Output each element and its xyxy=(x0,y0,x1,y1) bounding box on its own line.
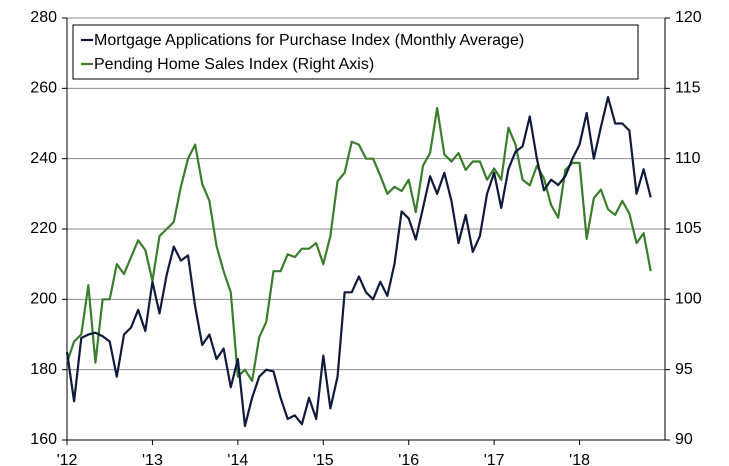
legend-label: Mortgage Applications for Purchase Index… xyxy=(94,32,524,49)
y-tick-label: 260 xyxy=(30,80,57,97)
x-tick-label: '18 xyxy=(569,452,590,466)
x-tick-label: '17 xyxy=(484,452,505,466)
y-tick-label: 160 xyxy=(30,431,57,448)
y2-tick-label: 120 xyxy=(675,9,702,26)
y2-tick-label: 115 xyxy=(675,80,701,97)
series-line xyxy=(65,106,652,383)
x-tick-label: '15 xyxy=(313,452,334,466)
x-tick-label: '16 xyxy=(398,452,419,466)
legend-box xyxy=(72,24,639,80)
series-line xyxy=(65,96,652,428)
y-tick-label: 200 xyxy=(30,291,57,308)
y2-tick-label: 90 xyxy=(675,431,693,448)
y2-tick-label: 100 xyxy=(675,291,702,308)
y2-tick-label: 105 xyxy=(675,220,702,237)
y-tick-label: 180 xyxy=(30,361,57,378)
y-tick-label: 280 xyxy=(30,9,57,26)
legend-label: Pending Home Sales Index (Right Axis) xyxy=(94,56,374,73)
y2-tick-label: 110 xyxy=(675,150,701,167)
x-tick-label: '12 xyxy=(57,452,78,466)
y2-tick-label: 95 xyxy=(675,361,693,378)
y-tick-label: 240 xyxy=(30,150,57,167)
x-tick-label: '13 xyxy=(142,452,163,466)
y-tick-label: 220 xyxy=(30,220,57,237)
legend: Mortgage Applications for Purchase Index… xyxy=(72,24,639,80)
x-tick-label: '14 xyxy=(227,452,248,466)
